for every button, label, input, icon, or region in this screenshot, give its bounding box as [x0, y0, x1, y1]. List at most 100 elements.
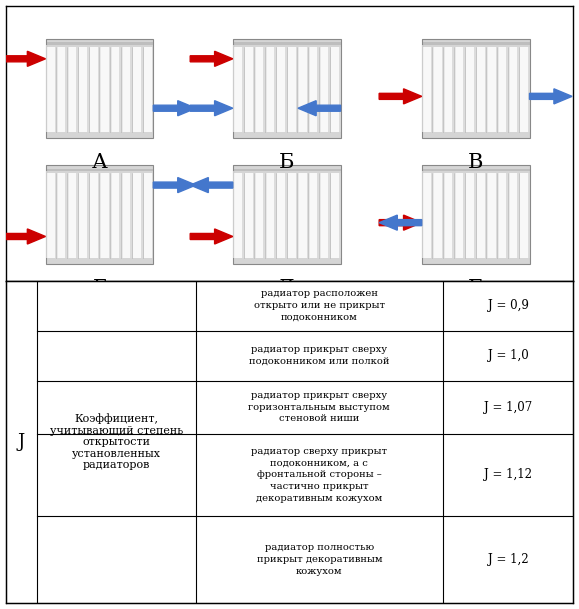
- Bar: [254, 171, 256, 258]
- Bar: [288, 45, 296, 132]
- Bar: [317, 45, 319, 132]
- Text: Д: Д: [278, 280, 295, 298]
- FancyArrow shape: [153, 178, 196, 192]
- Bar: [245, 171, 252, 258]
- Text: В: В: [468, 153, 483, 172]
- Bar: [488, 45, 496, 132]
- Bar: [321, 45, 328, 132]
- Bar: [422, 171, 423, 258]
- FancyArrow shape: [530, 89, 572, 104]
- Bar: [485, 45, 486, 132]
- Bar: [58, 171, 65, 258]
- Bar: [431, 171, 433, 258]
- Bar: [486, 171, 488, 258]
- Bar: [310, 45, 317, 132]
- Bar: [141, 45, 142, 132]
- Bar: [130, 45, 132, 132]
- Bar: [497, 171, 499, 258]
- Bar: [267, 171, 274, 258]
- Bar: [276, 45, 277, 132]
- Bar: [296, 171, 298, 258]
- Bar: [477, 45, 485, 132]
- Bar: [252, 171, 254, 258]
- Text: радиатор прикрыт сверху
подоконником или полкой: радиатор прикрыт сверху подоконником или…: [249, 345, 390, 366]
- Bar: [256, 171, 263, 258]
- Bar: [263, 171, 265, 258]
- Bar: [69, 171, 76, 258]
- Bar: [423, 171, 431, 258]
- Bar: [110, 45, 112, 132]
- Bar: [87, 45, 89, 132]
- Bar: [46, 45, 47, 132]
- Bar: [46, 165, 153, 173]
- Bar: [452, 171, 454, 258]
- Bar: [422, 45, 423, 132]
- Bar: [517, 45, 519, 132]
- Bar: [422, 45, 423, 132]
- Bar: [454, 171, 456, 258]
- Bar: [328, 45, 330, 132]
- Bar: [256, 45, 263, 132]
- Bar: [308, 45, 310, 132]
- Bar: [233, 45, 234, 132]
- Bar: [112, 171, 119, 258]
- Bar: [486, 45, 488, 132]
- FancyArrow shape: [3, 51, 46, 66]
- Bar: [54, 45, 56, 132]
- Bar: [463, 45, 465, 132]
- Bar: [517, 171, 519, 258]
- Bar: [109, 171, 110, 258]
- Bar: [65, 45, 67, 132]
- Bar: [133, 45, 141, 132]
- Bar: [130, 171, 132, 258]
- Bar: [510, 45, 517, 132]
- Bar: [422, 165, 530, 264]
- Bar: [233, 165, 340, 173]
- FancyArrow shape: [190, 100, 233, 116]
- Bar: [141, 171, 142, 258]
- Bar: [242, 171, 244, 258]
- Bar: [142, 45, 144, 132]
- Bar: [442, 171, 444, 258]
- Bar: [233, 39, 340, 138]
- Text: J = 1,07: J = 1,07: [484, 401, 532, 414]
- Bar: [112, 45, 119, 132]
- Bar: [434, 45, 442, 132]
- Bar: [422, 165, 530, 173]
- Bar: [267, 45, 274, 132]
- Bar: [46, 43, 153, 45]
- Bar: [69, 45, 76, 132]
- Bar: [234, 45, 242, 132]
- Bar: [98, 171, 100, 258]
- Bar: [477, 171, 485, 258]
- FancyArrow shape: [379, 215, 422, 230]
- Bar: [245, 45, 252, 132]
- Bar: [331, 171, 339, 258]
- Bar: [144, 171, 152, 258]
- Bar: [79, 45, 87, 132]
- Bar: [65, 171, 67, 258]
- Bar: [321, 171, 328, 258]
- Bar: [463, 171, 465, 258]
- Text: J: J: [18, 433, 25, 451]
- Bar: [298, 171, 299, 258]
- Bar: [444, 171, 445, 258]
- Bar: [296, 45, 298, 132]
- Bar: [89, 171, 90, 258]
- Bar: [132, 45, 133, 132]
- Bar: [475, 45, 477, 132]
- Bar: [510, 171, 517, 258]
- Bar: [467, 45, 474, 132]
- Bar: [132, 171, 133, 258]
- Text: радиатор расположен
открыто или не прикрыт
подоконником: радиатор расположен открыто или не прикр…: [254, 289, 385, 322]
- Bar: [442, 45, 444, 132]
- Bar: [521, 171, 528, 258]
- Bar: [46, 171, 47, 258]
- Bar: [274, 45, 276, 132]
- Bar: [144, 45, 152, 132]
- Bar: [233, 132, 340, 138]
- Bar: [142, 171, 144, 258]
- Bar: [307, 45, 308, 132]
- Bar: [310, 171, 317, 258]
- Bar: [46, 45, 47, 132]
